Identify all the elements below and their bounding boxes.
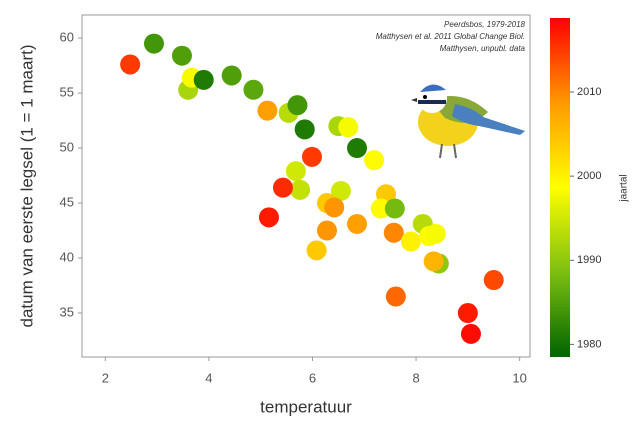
colorbar-label: jaartal (619, 174, 630, 202)
data-point (290, 180, 310, 200)
data-point (144, 34, 164, 54)
y-tick-label: 35 (60, 304, 74, 319)
data-point (426, 224, 446, 244)
chart: temperatuur datum van eerste legsel (1 =… (0, 0, 637, 423)
data-point (172, 46, 192, 66)
colorbar-tick-label: 2000 (577, 170, 601, 182)
x-tick-label: 2 (102, 370, 109, 385)
data-point (257, 101, 277, 121)
data-point (317, 221, 337, 241)
colorbar-tick-label: 2010 (577, 86, 601, 98)
x-axis-label: temperatuur (260, 397, 352, 416)
data-point (287, 95, 307, 115)
x-tick-label: 6 (309, 370, 316, 385)
annotation: Matthysen et al. 2011 Global Change Biol… (376, 32, 525, 41)
data-point (259, 207, 279, 227)
data-point (385, 199, 405, 219)
data-point (286, 161, 306, 181)
data-point (307, 240, 327, 260)
x-tick-label: 10 (512, 370, 526, 385)
bird-illustration (411, 83, 525, 158)
data-point (384, 223, 404, 243)
data-point (338, 117, 358, 137)
x-tick-label: 4 (205, 370, 212, 385)
data-point (243, 80, 263, 100)
data-point (222, 65, 242, 85)
colorbar-tick-label: 1980 (577, 338, 601, 350)
data-point (120, 54, 140, 74)
data-point (461, 324, 481, 344)
data-point (324, 197, 344, 217)
colorbar (550, 18, 570, 357)
data-point (484, 270, 504, 290)
data-point (424, 251, 444, 271)
x-tick-label: 8 (412, 370, 419, 385)
annotation: Matthysen, unpubl. data (440, 44, 526, 53)
data-point (347, 138, 367, 158)
data-point (302, 147, 322, 167)
data-point (386, 287, 406, 307)
data-point (347, 214, 367, 234)
y-tick-label: 60 (60, 30, 74, 45)
y-tick-label: 45 (60, 194, 74, 209)
data-point (194, 70, 214, 90)
data-point (401, 232, 421, 252)
y-tick-label: 40 (60, 249, 74, 264)
y-tick-label: 50 (60, 139, 74, 154)
data-point (295, 119, 315, 139)
data-point (458, 303, 478, 323)
data-point (273, 178, 293, 198)
data-point (364, 150, 384, 170)
colorbar-tick-label: 1990 (577, 254, 601, 266)
annotation: Peerdsbos, 1979-2018 (444, 20, 526, 29)
y-axis-label: datum van eerste legsel (1 = 1 maart) (17, 45, 36, 328)
y-tick-label: 55 (60, 85, 74, 100)
